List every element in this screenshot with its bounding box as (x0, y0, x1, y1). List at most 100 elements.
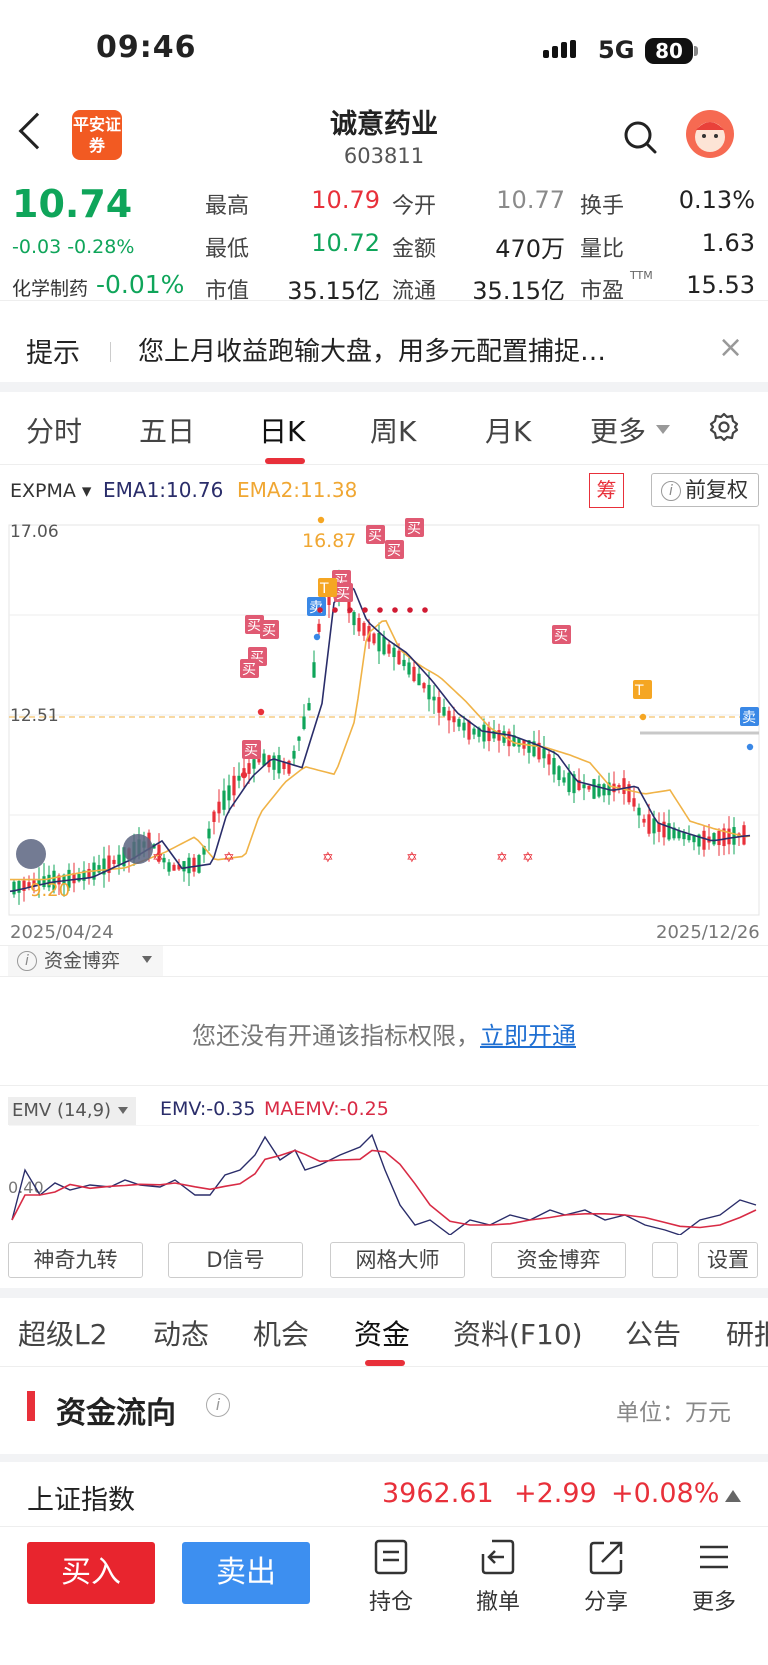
share-icon (589, 1541, 623, 1575)
buy-signal: 买 (407, 521, 421, 537)
candle-body (687, 834, 691, 841)
section-tab[interactable]: 资料(F10) (453, 1318, 583, 1351)
tool-button[interactable]: 资金博弈 (491, 1242, 626, 1278)
candle-body (272, 755, 276, 770)
avatar[interactable] (686, 110, 734, 158)
tool-button[interactable]: D信号 (168, 1242, 303, 1278)
period-tab[interactable]: 分时 (26, 415, 83, 448)
section-tab[interactable]: 公告 (625, 1318, 682, 1351)
quote-label: 换手 (580, 194, 625, 219)
candle-body (17, 881, 21, 893)
candle-body (357, 617, 361, 632)
quote-label: 市盈 (580, 279, 625, 304)
emv-axis-label: 0.40 (8, 1178, 44, 1197)
unit-label: 单位：万元 (616, 1400, 731, 1426)
tool-button-overflow[interactable] (652, 1242, 678, 1278)
indicator-selector[interactable]: EXPMA ▾ (10, 480, 92, 502)
quote-label: 市值 (205, 279, 250, 304)
activate-link[interactable]: 立即开通 (480, 1022, 576, 1050)
buy-button[interactable]: 买入 (27, 1542, 155, 1604)
chip-distribution-button[interactable]: 筹 (589, 473, 624, 508)
section-tab[interactable]: 动态 (153, 1318, 210, 1351)
adjust-button[interactable]: 前复权 (651, 473, 759, 507)
chevron-down-icon (656, 425, 670, 434)
section-tab[interactable]: 资金 (354, 1318, 411, 1351)
holdings-label: 持仓 (368, 1590, 413, 1615)
period-tab[interactable]: 日K (259, 415, 306, 448)
candle-body (182, 861, 186, 872)
sell-signal-bg (740, 707, 759, 726)
buy-signal-bg (552, 625, 571, 644)
period-tab[interactable]: 更多 (590, 415, 647, 448)
cancel-order-button[interactable]: 撤单 (458, 1538, 538, 1616)
period-tab[interactable]: 周K (370, 415, 417, 448)
candle-body (12, 881, 16, 895)
candle-body (52, 870, 56, 891)
marker-star: ✡ (406, 850, 418, 866)
candle-body (392, 647, 396, 658)
chevron-up-icon[interactable] (725, 1490, 741, 1502)
candle-body (702, 830, 706, 850)
tip-label: 提示 (26, 338, 80, 369)
quote-value: 0.13% (678, 186, 755, 214)
section-tab[interactable]: 研报 (726, 1318, 768, 1351)
candle-body (622, 778, 626, 795)
candle-body (662, 821, 666, 838)
candle-body (87, 868, 91, 878)
candle-body (717, 830, 721, 846)
search-icon[interactable] (623, 120, 657, 154)
quote-value: 10.72 (311, 229, 380, 257)
candle-body (222, 790, 226, 810)
share-button[interactable]: 分享 (566, 1538, 646, 1616)
candle-body (187, 857, 191, 874)
period-tab[interactable]: 月K (485, 415, 532, 448)
candle-body (512, 735, 516, 747)
close-icon[interactable]: × (718, 330, 744, 365)
buy-signal-bg (242, 740, 261, 759)
tip-text[interactable]: 您上月收益跑输大盘，用多元配置捕捉… (138, 337, 607, 367)
candle-body (227, 785, 231, 801)
index-name[interactable]: 上证指数 (27, 1485, 135, 1516)
quote-value: 10.79 (311, 186, 380, 214)
candle-body (722, 828, 726, 847)
buy-signal: 买 (242, 662, 256, 678)
index-change: +2.99 (514, 1478, 597, 1509)
tool-button[interactable]: 设置 (698, 1242, 758, 1278)
tool-button[interactable]: 神奇九转 (8, 1242, 143, 1278)
collapse-icon (16, 839, 46, 869)
candle-body (567, 772, 571, 793)
candle-body (247, 763, 251, 774)
candle-body (677, 830, 681, 839)
quote-label: 量比 (580, 237, 625, 262)
more-button[interactable]: 更多 (674, 1538, 754, 1616)
candle-body (487, 726, 491, 742)
candle-body (442, 707, 446, 716)
candle-body (217, 801, 221, 814)
section-tab[interactable]: 机会 (253, 1318, 310, 1351)
candle-body (452, 716, 456, 723)
section-marker (27, 1391, 35, 1421)
candle-body (347, 599, 351, 614)
gear-icon[interactable] (708, 411, 740, 443)
candle-body (212, 811, 216, 822)
candle-body (157, 844, 161, 862)
candle-body (467, 720, 471, 740)
candle-body (82, 870, 86, 881)
emv-selector[interactable]: EMV (14,9) (8, 1097, 136, 1125)
info-icon[interactable]: i (206, 1393, 230, 1417)
tool-button[interactable]: 网格大师 (330, 1242, 465, 1278)
section-tab[interactable]: 超级L2 (18, 1318, 108, 1351)
period-tab[interactable]: 五日 (139, 415, 196, 448)
candle-body (552, 758, 556, 775)
divider (0, 1366, 768, 1367)
holdings-button[interactable]: 持仓 (351, 1538, 431, 1616)
candle-body (647, 814, 651, 834)
emv-chart[interactable]: 0.40 (0, 1125, 768, 1235)
chart-frame (8, 524, 760, 916)
candle-body (172, 864, 176, 871)
chart-start-date: 2025/04/24 (10, 922, 114, 943)
signal-dot (407, 607, 413, 613)
sell-button[interactable]: 卖出 (182, 1542, 310, 1604)
cancel-order-label: 撤单 (475, 1590, 520, 1615)
